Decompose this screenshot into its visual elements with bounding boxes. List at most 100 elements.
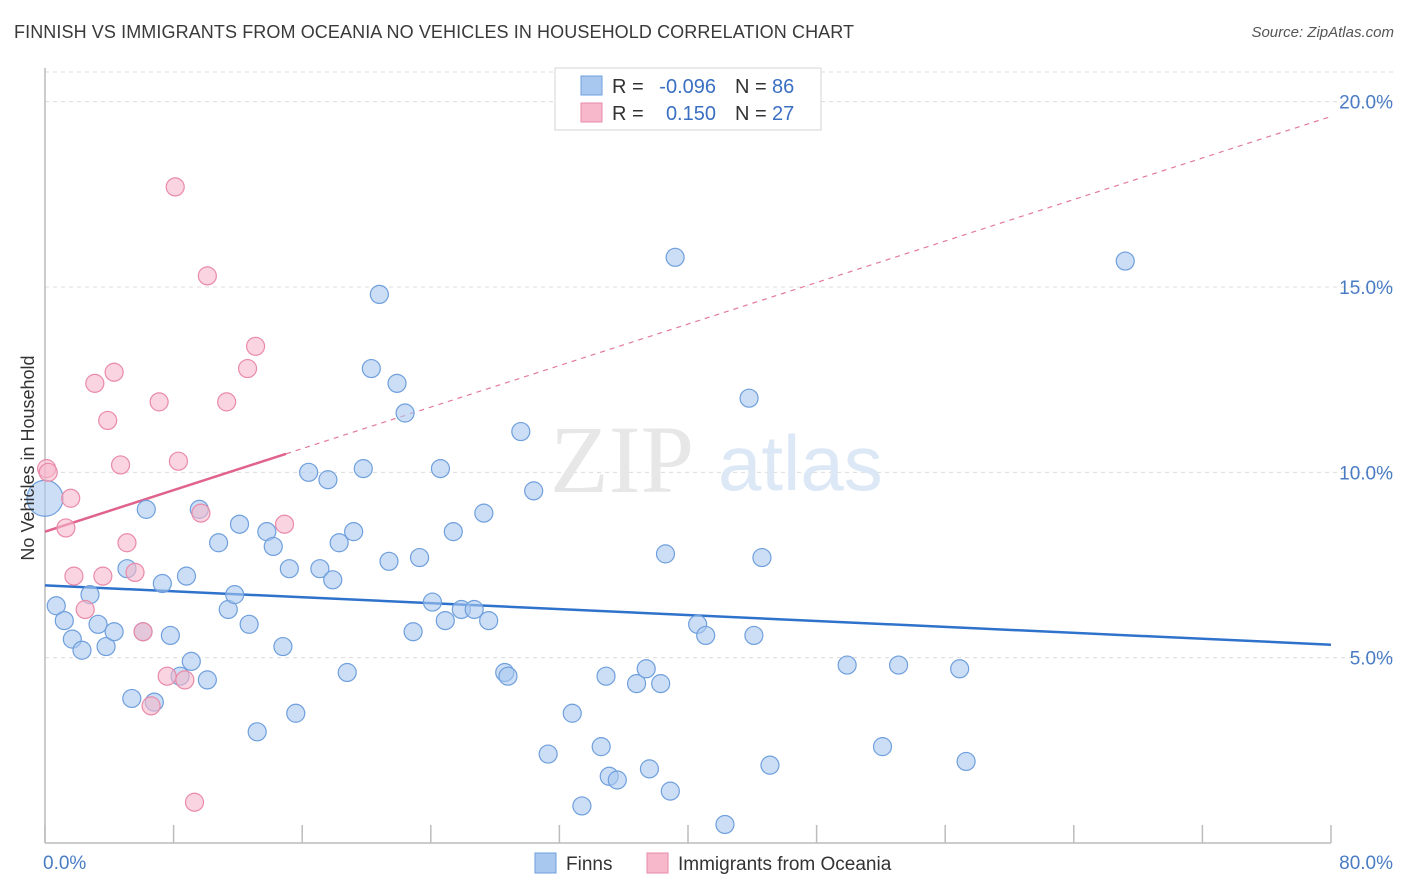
legend-r-value: -0.096 xyxy=(659,76,716,98)
point-oceania xyxy=(64,566,84,586)
point-finns xyxy=(337,662,357,683)
point-finns xyxy=(956,751,976,772)
point-finns xyxy=(395,403,415,423)
point-oceania xyxy=(191,503,211,523)
legend-swatch-oceania xyxy=(580,102,603,123)
legend-bottom-label-finns: Finns xyxy=(566,854,612,875)
trend-line-finns xyxy=(44,584,1332,646)
point-finns xyxy=(435,610,455,631)
point-oceania xyxy=(217,392,237,412)
legend-n-value: 86 xyxy=(772,76,794,98)
legend-bottom-label-oceania: Immigrants from Oceania xyxy=(678,854,892,875)
point-oceania xyxy=(125,562,145,583)
source-label: Source: ZipAtlas.com xyxy=(1251,24,1394,41)
point-oceania xyxy=(149,392,169,412)
point-oceania xyxy=(117,533,137,553)
point-finns xyxy=(329,533,349,553)
point-oceania xyxy=(141,696,161,716)
point-oceania xyxy=(168,451,189,471)
legend-r-value: 0.150 xyxy=(666,103,716,125)
point-oceania xyxy=(237,358,258,379)
point-finns xyxy=(409,547,430,568)
watermark-atlas: atlas xyxy=(718,419,883,507)
point-finns xyxy=(752,547,772,568)
point-finns xyxy=(607,770,627,790)
point-finns xyxy=(888,655,909,675)
point-oceania xyxy=(98,410,118,431)
point-finns xyxy=(54,610,74,631)
axes xyxy=(44,68,1332,844)
point-finns xyxy=(96,636,116,657)
legend-bottom: Finns Immigrants from Oceania xyxy=(534,852,892,875)
point-finns xyxy=(263,536,283,557)
point-finns xyxy=(760,755,780,775)
point-finns xyxy=(591,737,611,757)
point-oceania xyxy=(56,518,76,538)
legend-r-label: R = xyxy=(612,103,644,125)
y-tick-label: 10.0% xyxy=(1339,463,1393,484)
point-finns xyxy=(422,592,443,612)
point-finns xyxy=(353,459,373,479)
point-finns xyxy=(596,666,616,686)
point-finns xyxy=(225,585,245,605)
legend-bottom-swatch-oceania xyxy=(646,852,669,874)
point-finns xyxy=(299,462,319,482)
legend-bottom-swatch-finns xyxy=(534,852,557,874)
point-finns xyxy=(479,610,499,631)
y-axis-label: No Vehicles in Household xyxy=(18,355,38,560)
point-finns xyxy=(655,544,676,564)
point-oceania xyxy=(197,266,217,286)
point-oceania xyxy=(274,514,295,534)
point-finns xyxy=(176,566,197,586)
point-finns xyxy=(696,625,716,646)
legend-n-label: N = xyxy=(735,103,767,125)
legend-r-label: R = xyxy=(612,76,644,98)
point-oceania xyxy=(85,373,105,393)
point-finns xyxy=(286,703,306,723)
point-finns xyxy=(511,421,531,442)
point-finns xyxy=(136,499,156,519)
point-oceania xyxy=(184,792,205,812)
point-finns xyxy=(229,514,250,534)
point-finns xyxy=(323,570,343,590)
legend-top: R = -0.096 N = 86 R = 0.150 N = 27 xyxy=(554,67,822,131)
tick-labels: 5.0% 10.0% 15.0% 20.0% 0.0% 80.0% xyxy=(43,93,1393,874)
point-finns xyxy=(572,796,592,816)
point-finns xyxy=(152,573,172,594)
point-finns xyxy=(1115,251,1135,271)
point-oceania xyxy=(61,488,81,508)
point-finns xyxy=(46,596,66,616)
point-finns xyxy=(122,688,142,709)
point-finns xyxy=(318,470,338,490)
point-finns xyxy=(837,655,857,675)
y-tick-label: 15.0% xyxy=(1339,278,1393,299)
point-finns xyxy=(209,533,229,553)
point-finns xyxy=(403,622,423,642)
point-oceania xyxy=(93,566,113,586)
point-finns xyxy=(562,703,582,723)
trend-line-oceania-extension xyxy=(285,115,1332,455)
point-finns xyxy=(626,674,647,694)
point-finns xyxy=(665,247,685,267)
point-oceania xyxy=(110,455,131,475)
point-oceania xyxy=(245,336,266,356)
data-points xyxy=(26,177,1135,835)
point-finns xyxy=(430,459,451,479)
point-oceania xyxy=(38,462,58,482)
point-oceania xyxy=(75,599,95,620)
point-finns xyxy=(181,651,201,671)
point-finns xyxy=(872,737,893,757)
point-finns xyxy=(639,759,660,779)
point-finns xyxy=(88,614,108,634)
point-finns xyxy=(197,670,217,690)
point-oceania xyxy=(157,666,177,686)
legend-n-value: 27 xyxy=(772,103,794,125)
point-finns xyxy=(273,636,293,657)
point-finns xyxy=(950,659,970,679)
point-oceania xyxy=(133,622,153,642)
y-tick-label: 20.0% xyxy=(1339,93,1393,114)
point-finns xyxy=(361,358,381,379)
point-finns xyxy=(160,625,180,646)
point-finns xyxy=(279,559,299,579)
y-tick-label: 5.0% xyxy=(1350,649,1393,670)
